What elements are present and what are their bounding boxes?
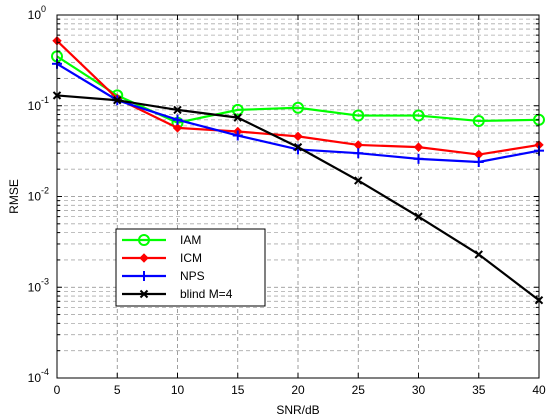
- y-tick-label: 10: [28, 190, 42, 204]
- y-tick-base: 10: [28, 280, 42, 294]
- series-blind-m-4: [52, 91, 544, 305]
- data-point-blind-m-4: [354, 176, 363, 185]
- y-tick-exponent: -1: [41, 95, 49, 105]
- legend-marker-iam: [138, 234, 150, 246]
- ticks: [56, 15, 540, 379]
- data-point-blind-m-4-b: [474, 250, 483, 259]
- series-icm: [52, 36, 544, 160]
- y-tick-label: 10: [28, 280, 42, 294]
- data-point-blind-m-4: [414, 212, 423, 221]
- legend-label-blind-m-4: blind M=4: [180, 287, 233, 301]
- x-tick-label: 25: [352, 383, 366, 397]
- legend-label-icm: ICM: [180, 251, 202, 265]
- legend-marker-nps: [139, 271, 149, 281]
- legend-label-nps: NPS: [180, 269, 205, 283]
- data-point-blind-m-4-b: [293, 142, 303, 152]
- data-point-nps: [473, 156, 484, 167]
- data-point-blind-m-4-b: [233, 113, 242, 122]
- data-point-blind-m-4: [293, 142, 303, 152]
- data-point-blind-m-4-b: [414, 212, 423, 221]
- series-layer: [51, 36, 545, 305]
- y-tick-base: 10: [28, 190, 42, 204]
- legend-entry-blind-m-4: blind M=4: [122, 287, 233, 301]
- y-axis-title: RMSE: [7, 179, 21, 214]
- data-point-blind-m-4-b: [354, 176, 363, 185]
- data-point-iam: [231, 103, 244, 116]
- y-tick-label: 10: [28, 99, 42, 113]
- legend: IAM ICM NPS blind M=4: [115, 228, 266, 307]
- x-axis-title: SNR/dB: [276, 403, 319, 417]
- data-point-blind-m-4-b: [113, 96, 122, 105]
- data-point-blind-m-4: [474, 250, 483, 259]
- legend-label-iam: IAM: [180, 233, 201, 247]
- data-point-iam: [352, 109, 365, 122]
- data-point-nps: [172, 114, 183, 125]
- data-point-iam: [472, 114, 485, 127]
- x-tick-label: 15: [231, 383, 245, 397]
- legend-marker-blind-m-4: [139, 289, 149, 299]
- data-point-blind-m-4-b: [173, 105, 182, 115]
- data-point-nps: [353, 148, 364, 159]
- legend-entry-nps: NPS: [122, 269, 205, 283]
- data-point-iam: [292, 101, 304, 114]
- x-tick-label: 5: [114, 383, 121, 397]
- y-tick-base: 10: [28, 99, 42, 113]
- data-point-iam: [412, 109, 425, 122]
- legend-marker-icm: [139, 253, 149, 263]
- y-tick-base: 10: [28, 371, 42, 385]
- data-point-blind-m-4: [233, 113, 242, 122]
- data-point-nps: [232, 130, 243, 141]
- data-point-icm: [172, 123, 183, 133]
- x-tick-label: 10: [171, 383, 185, 397]
- x-tick-label: 20: [291, 383, 305, 397]
- legend-entry-icm: ICM: [122, 251, 202, 265]
- y-tick-exponent: -2: [41, 186, 49, 196]
- x-tick-label: 35: [472, 383, 486, 397]
- data-point-icm: [413, 142, 424, 152]
- data-point-icm: [293, 131, 303, 142]
- y-tick-exponent: -4: [41, 367, 49, 377]
- data-point-blind-m-4: [113, 96, 122, 105]
- y-tick-label: 10: [28, 371, 42, 385]
- legend-entry-iam: IAM: [122, 233, 201, 247]
- y-tick-exponent: -3: [41, 276, 49, 286]
- legend-marker-blind-m-4-b: [139, 289, 149, 299]
- x-tick-label: 30: [412, 383, 426, 397]
- y-tick-exponent: 0: [41, 4, 46, 14]
- y-tick-base: 10: [28, 8, 42, 22]
- x-tick-label: 40: [532, 383, 546, 397]
- data-point-blind-m-4: [173, 105, 182, 115]
- x-tick-label: 0: [54, 383, 61, 397]
- y-tick-label: 10: [28, 8, 42, 22]
- data-point-nps: [413, 153, 424, 164]
